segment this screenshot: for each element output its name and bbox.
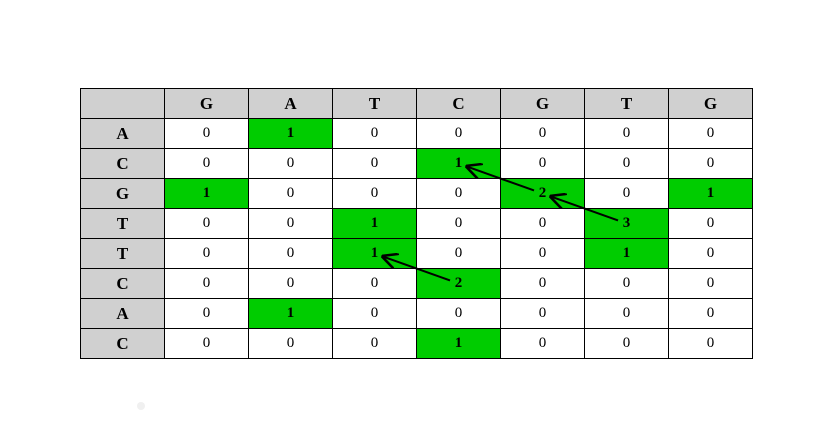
matrix-cell: 0	[416, 208, 501, 239]
matrix-cell: 0	[164, 238, 249, 269]
row-header-4: T	[80, 238, 165, 269]
matrix-cell: 0	[416, 178, 501, 209]
matrix-cell: 0	[248, 148, 333, 179]
matrix-cell: 0	[248, 208, 333, 239]
matrix-cell: 0	[164, 328, 249, 359]
matrix-cell: 0	[332, 118, 417, 149]
matrix-cell: 0	[248, 178, 333, 209]
column-header-0: G	[164, 88, 249, 119]
matrix-cell: 0	[668, 238, 753, 269]
row-header-2: G	[80, 178, 165, 209]
matrix-cell: 0	[332, 148, 417, 179]
matrix-cell: 0	[584, 118, 669, 149]
match-cell: 1	[248, 298, 333, 329]
matrix-cell: 0	[248, 238, 333, 269]
column-header-3: C	[416, 88, 501, 119]
matrix-cell: 0	[164, 118, 249, 149]
matrix-cell: 0	[500, 238, 585, 269]
matrix-cell: 0	[668, 208, 753, 239]
matrix-cell: 0	[332, 268, 417, 299]
matrix-cell: 0	[164, 208, 249, 239]
matrix-cell: 0	[248, 328, 333, 359]
row-header-6: A	[80, 298, 165, 329]
matrix-cell: 0	[164, 298, 249, 329]
matrix-cell: 0	[164, 148, 249, 179]
column-header-2: T	[332, 88, 417, 119]
matrix-cell: 0	[416, 118, 501, 149]
matrix-cell: 0	[500, 328, 585, 359]
matrix-cell: 0	[500, 148, 585, 179]
row-header-1: C	[80, 148, 165, 179]
column-header-1: A	[248, 88, 333, 119]
row-header-7: C	[80, 328, 165, 359]
matrix-cell: 0	[332, 298, 417, 329]
matrix-cell: 0	[248, 268, 333, 299]
row-header-5: C	[80, 268, 165, 299]
matrix-cell: 0	[584, 328, 669, 359]
matrix-cell: 0	[668, 328, 753, 359]
matrix-cell: 0	[584, 298, 669, 329]
match-cell: 3	[584, 208, 669, 239]
match-cell: 1	[584, 238, 669, 269]
match-cell: 1	[332, 208, 417, 239]
column-header-5: T	[584, 88, 669, 119]
match-cell: 1	[332, 238, 417, 269]
match-cell: 1	[416, 148, 501, 179]
matrix-cell: 0	[668, 148, 753, 179]
matrix-cell: 0	[500, 118, 585, 149]
match-cell: 1	[668, 178, 753, 209]
column-header-4: G	[500, 88, 585, 119]
matrix-cell: 0	[164, 268, 249, 299]
matrix-cell: 0	[416, 238, 501, 269]
match-cell: 1	[248, 118, 333, 149]
matrix-cell: 0	[500, 268, 585, 299]
match-cell: 2	[500, 178, 585, 209]
match-cell: 1	[416, 328, 501, 359]
matrix-cell: 0	[584, 148, 669, 179]
matrix-cell: 0	[500, 208, 585, 239]
match-cell: 1	[164, 178, 249, 209]
matrix-cell: 0	[668, 268, 753, 299]
corner-header-cell	[80, 88, 165, 119]
matrix-cell: 0	[668, 118, 753, 149]
matrix-cell: 0	[584, 178, 669, 209]
matrix-cell: 0	[332, 328, 417, 359]
match-cell: 2	[416, 268, 501, 299]
background-speck	[137, 402, 145, 410]
matrix-cell: 0	[584, 268, 669, 299]
matrix-cell: 0	[500, 298, 585, 329]
matrix-cell: 0	[668, 298, 753, 329]
row-header-3: T	[80, 208, 165, 239]
column-header-6: G	[668, 88, 753, 119]
matrix-cell: 0	[416, 298, 501, 329]
row-header-0: A	[80, 118, 165, 149]
matrix-cell: 0	[332, 178, 417, 209]
